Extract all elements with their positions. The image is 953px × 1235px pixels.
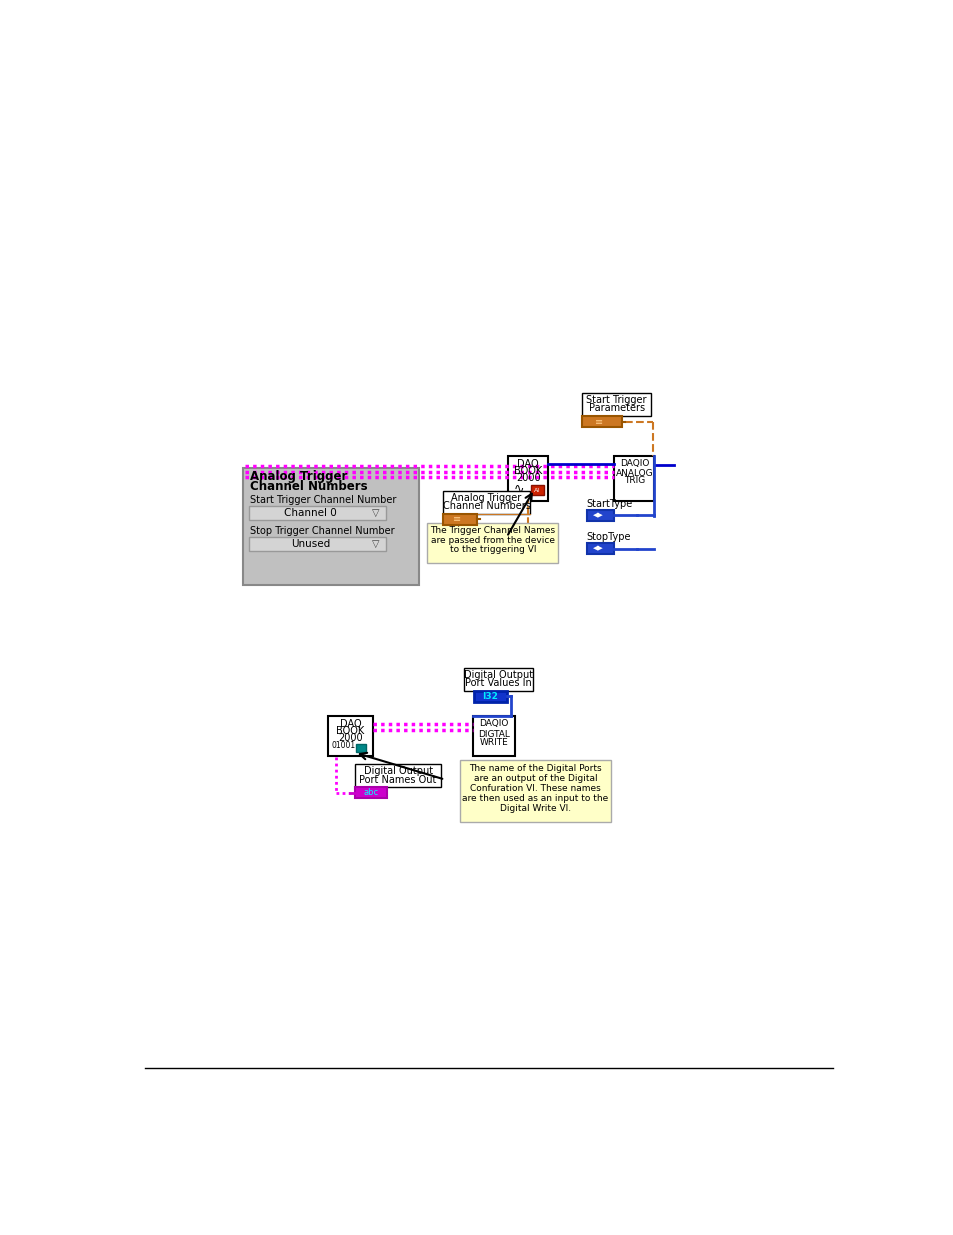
Text: are then used as an input to the: are then used as an input to the [462, 794, 608, 803]
Text: Start Trigger: Start Trigger [586, 395, 646, 405]
Text: Stop Trigger Channel Number: Stop Trigger Channel Number [250, 526, 395, 536]
Text: Digital Write VI.: Digital Write VI. [499, 804, 571, 813]
Text: DAQIO: DAQIO [619, 459, 648, 468]
Bar [508, 456, 548, 501]
Text: Digital Output: Digital Output [363, 766, 432, 776]
Text: are an output of the Digital: are an output of the Digital [474, 773, 597, 783]
Text: Digital Output: Digital Output [463, 669, 532, 680]
Text: Port Names Out: Port Names Out [359, 774, 436, 784]
Bar [463, 668, 533, 692]
Text: WRITE: WRITE [479, 739, 508, 747]
Text: Unused: Unused [291, 538, 330, 550]
Text: BOOK: BOOK [335, 726, 364, 736]
Bar [443, 490, 529, 514]
Text: Channel Numbers: Channel Numbers [442, 501, 530, 511]
Text: DAQIO: DAQIO [478, 719, 508, 727]
Text: 2000: 2000 [337, 734, 362, 743]
Bar [586, 510, 613, 521]
Text: DAQ: DAQ [517, 459, 538, 469]
Text: DIGTAL: DIGTAL [477, 730, 509, 740]
Bar [531, 485, 543, 495]
Text: The Trigger Channel Names: The Trigger Channel Names [430, 526, 555, 536]
Bar [581, 393, 651, 416]
Bar [614, 456, 654, 501]
Bar [355, 764, 440, 787]
Text: Confuration VI. These names: Confuration VI. These names [470, 783, 600, 793]
Text: StopType: StopType [586, 532, 631, 542]
Bar [355, 745, 366, 752]
Text: The name of the Digital Ports: The name of the Digital Ports [469, 763, 601, 773]
Text: BOOK: BOOK [514, 466, 541, 475]
Text: are passed from the device: are passed from the device [431, 536, 555, 545]
Text: StartType: StartType [586, 499, 632, 509]
Bar [441, 514, 531, 515]
Bar [586, 543, 613, 555]
Bar [249, 506, 385, 520]
Text: ▽: ▽ [372, 508, 379, 519]
Bar [427, 524, 558, 563]
Bar [581, 416, 621, 427]
Bar [243, 468, 418, 585]
Bar [460, 761, 610, 823]
Text: ANALOG: ANALOG [615, 468, 653, 478]
Bar [473, 716, 515, 757]
Text: Port Values In: Port Values In [464, 678, 531, 688]
Bar [249, 537, 385, 551]
Text: AI: AI [534, 488, 540, 493]
Text: ▽: ▽ [372, 538, 379, 550]
Bar [443, 514, 476, 525]
Text: Parameters: Parameters [588, 404, 644, 414]
Text: ∿: ∿ [513, 483, 523, 495]
Text: Channel Numbers: Channel Numbers [250, 479, 368, 493]
Bar [328, 716, 373, 757]
Text: 01001: 01001 [331, 741, 355, 750]
Text: Analog Trigger: Analog Trigger [451, 493, 521, 503]
Text: I32: I32 [482, 692, 497, 701]
Bar [474, 692, 506, 701]
Text: Analog Trigger: Analog Trigger [250, 471, 347, 483]
Text: ◀▶: ◀▶ [592, 513, 602, 519]
Text: Start Trigger Channel Number: Start Trigger Channel Number [250, 495, 396, 505]
Text: Channel 0: Channel 0 [284, 508, 336, 519]
Text: to the triggering VI: to the triggering VI [449, 545, 536, 553]
Text: ◀▶: ◀▶ [592, 546, 602, 552]
Text: abc: abc [363, 788, 378, 797]
Text: ≡: ≡ [453, 514, 461, 525]
Text: DAQ: DAQ [339, 719, 361, 729]
Text: TRIG: TRIG [623, 477, 644, 485]
Bar [355, 787, 387, 798]
Text: ≡: ≡ [595, 416, 602, 426]
Text: 2000: 2000 [516, 473, 540, 483]
